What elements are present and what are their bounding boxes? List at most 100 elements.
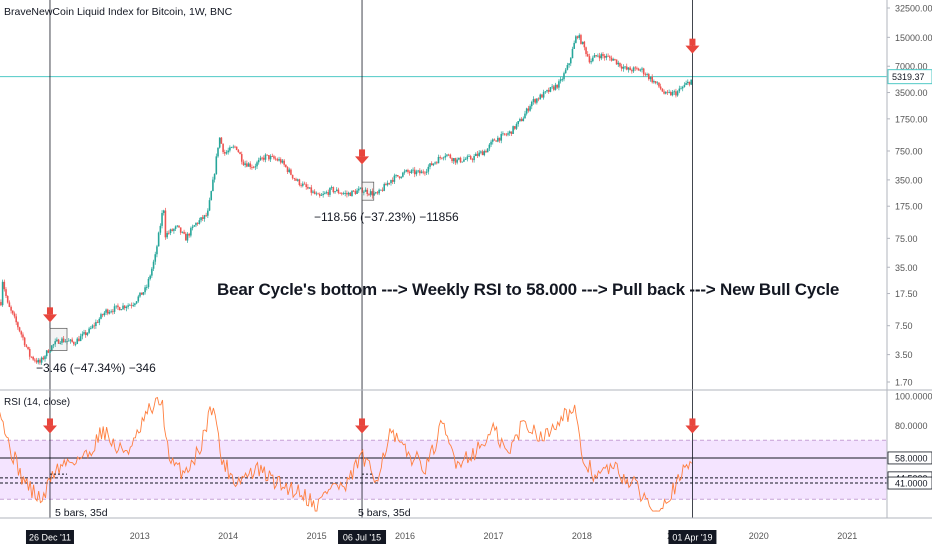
candle-body [113,306,116,312]
candle-body [213,173,216,180]
candle-body [285,164,287,168]
candle-body [442,157,445,159]
headline-annotation: Bear Cycle's bottom ---> Weekly RSI to 5… [217,280,840,299]
candle-body [179,227,182,233]
candle-body [35,360,38,363]
candle-body [624,66,626,68]
candle-body [252,167,255,169]
candle-body [123,305,126,309]
candle-body [125,306,128,309]
candle-body [566,65,569,70]
candle-body [563,73,565,80]
arrow-head [42,425,57,434]
candle-body [18,327,21,332]
candle-body [366,189,369,194]
candle-body [39,359,41,363]
candle-body [281,160,284,163]
candle-body [437,156,440,164]
candle-body [220,137,223,144]
candle-body [569,58,572,64]
candle-body [400,176,402,178]
candle-body [654,81,657,83]
candle-body [130,304,133,306]
candle-body [201,217,204,219]
candle-body [507,133,509,135]
candle-body [266,154,268,156]
candle-body [15,316,17,323]
candle-body [10,306,12,311]
candle-body [632,67,635,72]
candle-body [376,192,379,194]
candle-body [608,56,611,58]
candle-body [588,56,591,63]
candle-body [459,157,462,163]
candle-body [461,161,464,163]
arrows [42,38,700,434]
candle-body [491,139,494,142]
candle-body [181,231,184,233]
candle-body [67,340,70,342]
candle-body [144,287,146,293]
candle-body [556,84,559,88]
date-tag [668,530,717,544]
candle-body [193,225,196,227]
candle-body [11,310,14,314]
candle-body [139,292,141,297]
candle-body [429,163,431,167]
year-label: 2014 [218,531,238,541]
candle-body [137,296,140,302]
candle-body [402,172,404,177]
candle-body [478,152,480,156]
candle-body [357,188,360,191]
candle-body [105,309,107,313]
price-tick-label: 15000.00 [895,33,932,43]
candle-body [558,81,560,88]
candle-body [602,54,604,56]
candle-body [359,187,362,189]
candle-body [324,192,326,194]
candle-body [81,333,84,337]
candle-body [20,331,23,335]
candle-body [575,36,577,43]
rsi-band [0,439,887,500]
candle-body [247,163,250,167]
candle-body [351,190,353,197]
candle-body [259,157,262,161]
candle-body [132,305,135,306]
candle-body [318,193,321,196]
rsi-tick-label: 100.0000 [895,392,932,402]
candle-body [262,157,265,160]
candle-body [225,152,228,154]
candle-body [37,359,40,363]
price-tick-label: 75.00 [895,234,918,244]
candle-body [169,229,172,234]
candle-body [637,68,640,71]
date-tag-label: 06 Jul '15 [343,533,381,543]
candle-body [536,98,538,103]
candle-body [675,91,677,96]
candle-body [468,156,470,157]
candle-body [320,194,323,196]
candle-body [474,153,477,157]
candle-body [286,167,289,173]
candle-body [371,191,374,196]
candle-body [464,159,467,160]
candle-body [505,134,508,136]
date-tag-label: 26 Dec '11 [29,533,71,543]
candle-body [13,313,16,317]
candle-body [261,157,263,159]
candle-body [166,232,168,238]
candle-body [408,171,411,173]
candle-body [580,35,582,44]
arrow-stem [46,418,53,426]
candle-body [317,193,319,195]
price-tick-label: 35.00 [895,263,918,273]
candle-body [354,191,357,194]
candle-body [176,225,179,227]
down-arrow [355,149,370,165]
candle-body [498,137,501,141]
price-candles [0,33,692,365]
candle-body [222,143,224,153]
candle-body [244,163,246,165]
candle-body [254,166,257,168]
